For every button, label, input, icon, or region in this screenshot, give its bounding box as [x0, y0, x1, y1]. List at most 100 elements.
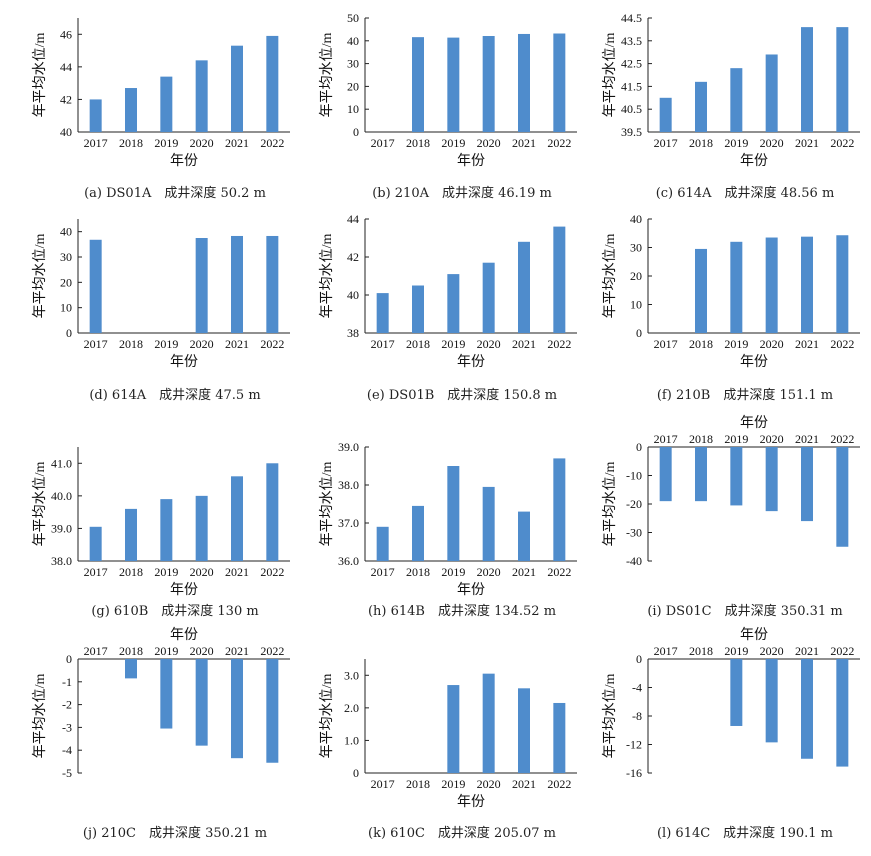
- bar-chart: 0 -10 -20 -30 -40 2017 2018 2019 2020 2021 2022 年份年…: [602, 415, 860, 568]
- y-tick-label: 38.0: [51, 554, 72, 568]
- y-tick-label: 3.0: [344, 668, 359, 682]
- x-tick-label: 2019: [441, 337, 465, 351]
- chart-panel: 0 10 20 30 40 50 2017 2018 2019 2020 2021 2022 年份 年平均…: [287, 0, 577, 215]
- chart-panel: 0 10 20 30 40 2017 2018 2019 2020 2021 2022 年份 年平均水位…: [570, 201, 860, 416]
- bar-chart: 38 40 42 44 2017 2018 2019 2020 2021 2022 年份 年平均水位/…: [319, 212, 577, 370]
- y-tick-label: 44: [347, 212, 359, 226]
- x-axis-label: 年份: [457, 582, 485, 598]
- y-tick-label: -3: [62, 720, 72, 734]
- y-tick-label: 38: [347, 326, 359, 340]
- x-axis-label: 年份: [170, 627, 198, 643]
- y-tick-label: 10: [60, 301, 72, 315]
- x-tick-label: 2022: [830, 432, 854, 446]
- x-tick-label: 2020: [760, 136, 784, 150]
- x-tick-label: 2017: [654, 136, 678, 150]
- chart-panel: 0 -10 -20 -30 -40 2017 2018 2019 2020 2021 2022 年份年…: [570, 415, 860, 644]
- x-tick-label: 2021: [225, 565, 249, 579]
- y-tick-label: 39.0: [338, 440, 359, 454]
- bar: [836, 447, 849, 547]
- x-tick-label: 2020: [477, 136, 501, 150]
- y-tick-label: 44.5: [621, 11, 642, 25]
- y-tick-label: -5: [62, 766, 72, 780]
- chart-caption: (a) DS01A 成井深度 50.2 m: [84, 186, 266, 201]
- y-tick-label: -16: [626, 766, 642, 780]
- x-tick-label: 2021: [225, 136, 249, 150]
- x-axis-label: 年份: [740, 627, 768, 643]
- bar: [266, 463, 279, 561]
- bar-chart: 0 1.0 2.0 3.0 2017 2018 2019 2020 2021 2022 年份 年平均水…: [319, 659, 577, 810]
- bar: [836, 27, 849, 132]
- y-tick-label: 2.0: [344, 701, 359, 715]
- x-axis-label: 年份: [170, 582, 198, 598]
- bar: [412, 285, 424, 333]
- y-tick-label: 20: [60, 275, 72, 289]
- x-tick-label: 2020: [477, 777, 501, 791]
- bar: [195, 495, 208, 561]
- chart-caption: (j) 210C 成井深度 350.21 m: [82, 826, 268, 841]
- y-tick-label: -30: [626, 526, 642, 540]
- bar-chart: 0 -4 -8 -12 -16 2017 2018 2019 2020 2021 2022 年份年平均…: [602, 627, 860, 780]
- y-tick-label: 0: [636, 652, 642, 666]
- y-tick-label: 40.5: [621, 102, 642, 116]
- x-tick-label: 2018: [406, 777, 430, 791]
- bar: [266, 235, 279, 333]
- y-tick-label: -40: [626, 554, 642, 568]
- bar: [518, 511, 530, 561]
- chart-caption: (g) 610B 成井深度 130 m: [91, 604, 259, 619]
- y-axis-label: 年平均水位/m: [602, 33, 618, 118]
- y-axis-label: 年平均水位/m: [602, 234, 618, 319]
- bar: [730, 68, 743, 132]
- bar: [412, 505, 424, 561]
- y-tick-label: 40: [60, 125, 72, 139]
- x-tick-label: 2018: [406, 337, 430, 351]
- y-tick-label: 40: [60, 225, 72, 239]
- bar: [801, 27, 813, 132]
- y-tick-label: -10: [626, 469, 642, 483]
- y-tick-label: 0: [636, 326, 642, 340]
- bar: [89, 526, 102, 561]
- chart-caption: (c) 614A 成井深度 48.56 m: [655, 186, 835, 201]
- x-tick-label: 2021: [795, 432, 819, 446]
- bar: [836, 659, 849, 767]
- bar: [125, 88, 137, 132]
- chart-caption: (k) 610C 成井深度 205.07 m: [368, 826, 556, 841]
- x-axis-label: 年份: [457, 153, 485, 169]
- y-tick-label: 43.5: [621, 34, 642, 48]
- chart-panel: 0 1.0 2.0 3.0 2017 2018 2019 2020 2021 2022 年份 年平均水…: [287, 641, 577, 856]
- bar: [482, 262, 495, 333]
- y-tick-label: 30: [630, 241, 642, 255]
- y-tick-label: 50: [347, 11, 359, 25]
- x-axis-label: 年份: [170, 354, 198, 370]
- y-tick-label: -1: [62, 675, 72, 689]
- bar: [447, 685, 460, 773]
- x-axis-label: 年份: [457, 794, 485, 810]
- bar: [412, 37, 424, 132]
- bar: [482, 673, 495, 773]
- x-tick-label: 2021: [512, 565, 536, 579]
- x-tick-label: 2019: [724, 337, 748, 351]
- y-tick-label: 42.5: [621, 57, 642, 71]
- y-tick-label: -12: [626, 738, 642, 752]
- chart-caption: (b) 210A 成井深度 46.19 m: [372, 186, 552, 201]
- chart-panel: 0 -1 -2 -3 -4 -5 2017 2018 2019 2020 2021 2022 年份 年平均…: [0, 627, 290, 856]
- bar: [195, 60, 208, 132]
- x-tick-label: 2021: [225, 644, 249, 658]
- bar: [89, 99, 102, 132]
- x-tick-label: 2020: [760, 432, 784, 446]
- y-tick-label: 40: [347, 288, 359, 302]
- bar: [160, 76, 173, 132]
- bar: [376, 293, 389, 333]
- x-tick-label: 2021: [512, 777, 536, 791]
- bar: [801, 236, 813, 333]
- x-tick-label: 2019: [154, 337, 178, 351]
- x-tick-label: 2017: [371, 136, 395, 150]
- bar: [447, 466, 460, 561]
- y-axis-label: 年平均水位/m: [602, 674, 618, 759]
- bar: [160, 499, 173, 561]
- y-axis-label: 年平均水位/m: [32, 33, 48, 118]
- x-tick-label: 2017: [654, 644, 678, 658]
- chart-panel: 39.5 40.5 41.5 42.5 43.5 44.5 2017 2018 2019 2020…: [570, 0, 860, 215]
- x-tick-label: 2018: [689, 644, 713, 658]
- y-tick-label: 36.0: [338, 554, 359, 568]
- y-tick-label: 0: [636, 440, 642, 454]
